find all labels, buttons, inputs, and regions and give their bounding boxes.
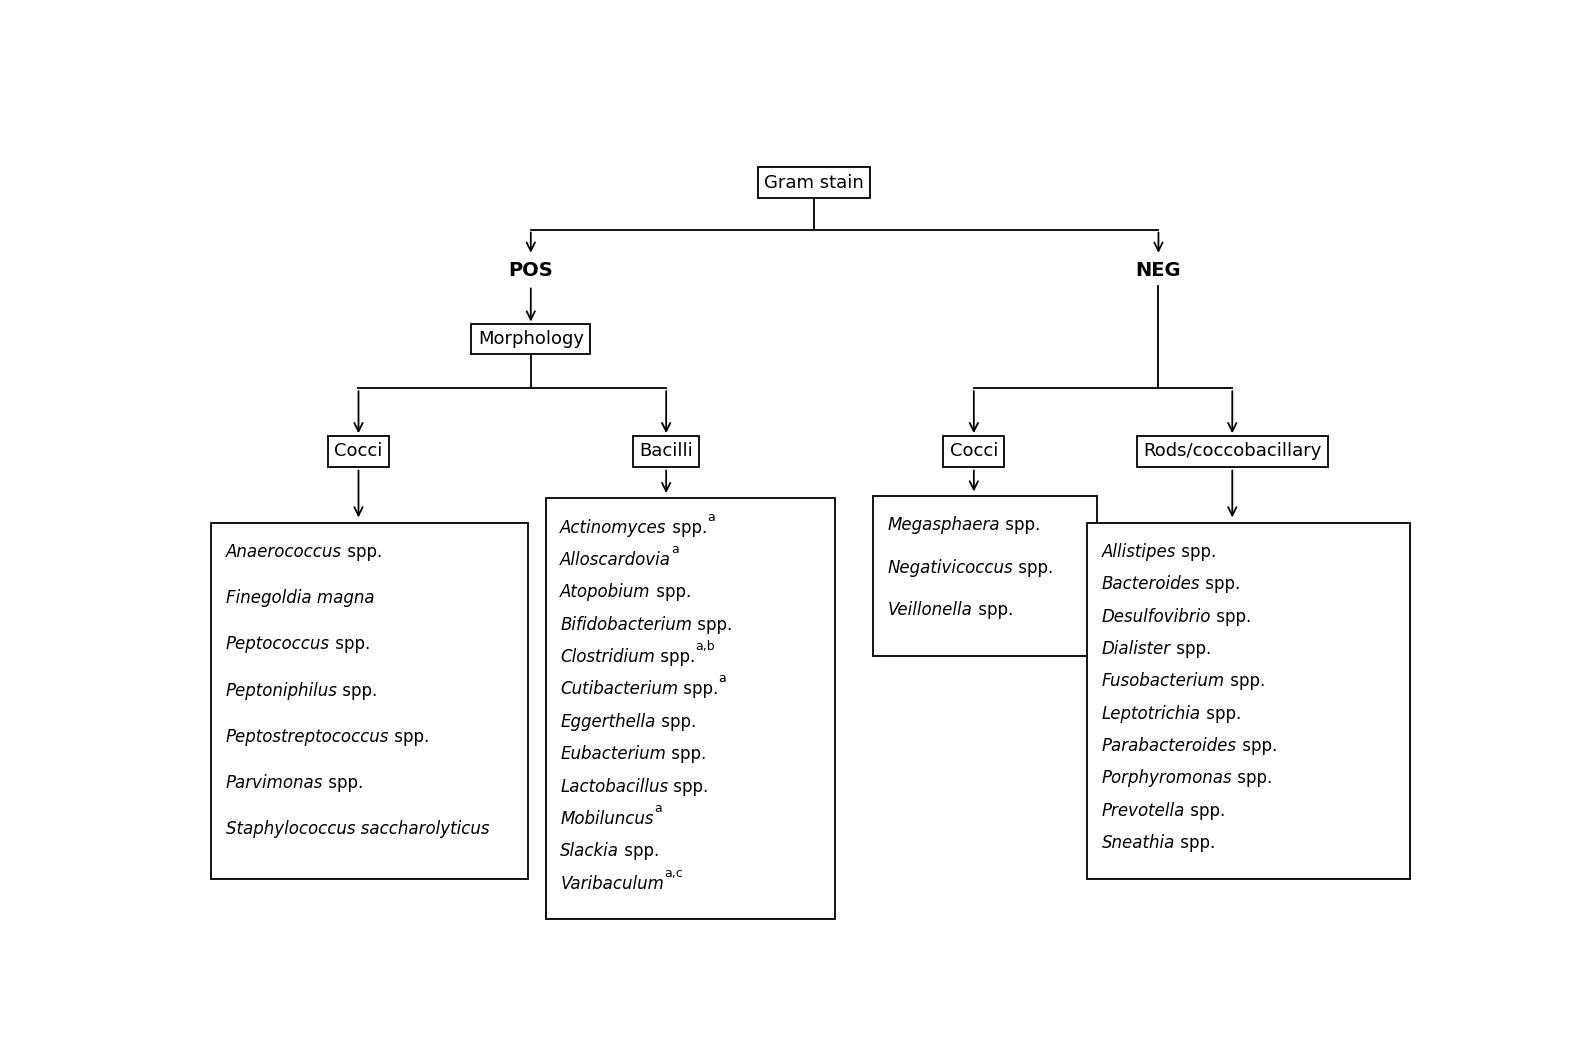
Text: Cocci: Cocci (335, 442, 383, 460)
Text: spp.: spp. (341, 543, 381, 561)
Text: Eubacterium: Eubacterium (561, 745, 667, 763)
Text: spp.: spp. (669, 778, 708, 796)
Text: Peptostreptococcus: Peptostreptococcus (225, 728, 389, 746)
Text: Rods/coccobacillary: Rods/coccobacillary (1143, 442, 1321, 460)
Text: a: a (719, 673, 726, 685)
Text: Mobiluncus: Mobiluncus (561, 810, 654, 828)
Text: spp.: spp. (1201, 705, 1242, 723)
Text: Morphology: Morphology (478, 330, 584, 348)
Text: spp.: spp. (389, 728, 429, 746)
Text: Parabacteroides: Parabacteroides (1102, 737, 1237, 755)
Text: Bifidobacterium: Bifidobacterium (561, 616, 692, 634)
Text: Veillonella: Veillonella (888, 601, 972, 619)
Text: spp.: spp. (656, 648, 696, 666)
Text: Cocci: Cocci (950, 442, 997, 460)
Text: Anaerococcus: Anaerococcus (225, 543, 341, 561)
Text: a: a (654, 802, 662, 815)
Text: Slackia: Slackia (561, 842, 619, 861)
Text: Bacteroides: Bacteroides (1102, 575, 1201, 593)
Text: Allistipes: Allistipes (1102, 543, 1177, 561)
Text: spp.: spp. (651, 583, 691, 601)
Text: Clostridium: Clostridium (561, 648, 656, 666)
Text: Fusobacterium: Fusobacterium (1102, 673, 1224, 691)
Text: Peptoniphilus: Peptoniphilus (225, 682, 338, 700)
Text: Bacilli: Bacilli (640, 442, 692, 460)
Text: a: a (672, 543, 680, 556)
Text: spp.: spp. (692, 616, 732, 634)
Text: Desulfovibrio: Desulfovibrio (1102, 607, 1212, 625)
Text: Gram stain: Gram stain (764, 173, 864, 191)
Text: spp.: spp. (667, 518, 707, 537)
FancyBboxPatch shape (1088, 522, 1410, 879)
Text: POS: POS (508, 261, 553, 280)
FancyBboxPatch shape (546, 498, 835, 920)
Text: spp.: spp. (1175, 834, 1215, 852)
Text: spp.: spp. (619, 842, 659, 861)
Text: spp.: spp. (1212, 607, 1251, 625)
Text: Parvimonas: Parvimonas (225, 775, 322, 792)
Text: spp.: spp. (667, 745, 707, 763)
FancyBboxPatch shape (211, 522, 529, 879)
Text: spp.: spp. (1013, 559, 1053, 577)
Text: spp.: spp. (1170, 640, 1212, 658)
Text: Eggerthella: Eggerthella (561, 713, 656, 730)
Text: a,b: a,b (696, 640, 715, 653)
Text: Dialister: Dialister (1102, 640, 1170, 658)
Text: Prevotella: Prevotella (1102, 802, 1185, 820)
Text: Porphyromonas: Porphyromonas (1102, 769, 1232, 787)
Text: spp.: spp. (1185, 802, 1226, 820)
Text: Negativicoccus: Negativicoccus (888, 559, 1013, 577)
Text: a,c: a,c (664, 867, 683, 880)
Text: Staphylococcus saccharolyticus: Staphylococcus saccharolyticus (225, 821, 489, 839)
Text: Leptotrichia: Leptotrichia (1102, 705, 1201, 723)
Text: a: a (707, 511, 715, 523)
Text: Cutibacterium: Cutibacterium (561, 680, 678, 699)
Text: spp.: spp. (678, 680, 719, 699)
Text: Finegoldia magna: Finegoldia magna (225, 590, 375, 607)
Text: Varibaculum: Varibaculum (561, 874, 664, 892)
Text: spp.: spp. (656, 713, 696, 730)
Text: spp.: spp. (1201, 575, 1240, 593)
Text: Lactobacillus: Lactobacillus (561, 778, 669, 796)
Text: spp.: spp. (322, 775, 364, 792)
Text: spp.: spp. (330, 636, 370, 654)
Text: Actinomyces: Actinomyces (561, 518, 667, 537)
FancyBboxPatch shape (873, 496, 1097, 656)
Text: spp.: spp. (338, 682, 378, 700)
Text: spp.: spp. (1224, 673, 1266, 691)
Text: Sneathia: Sneathia (1102, 834, 1175, 852)
Text: Atopobium: Atopobium (561, 583, 651, 601)
Text: Peptococcus: Peptococcus (225, 636, 330, 654)
Text: spp.: spp. (1232, 769, 1272, 787)
Text: spp.: spp. (1237, 737, 1277, 755)
Text: spp.: spp. (972, 601, 1013, 619)
Text: spp.: spp. (1000, 516, 1040, 534)
Text: Megasphaera: Megasphaera (888, 516, 1000, 534)
Text: Alloscardovia: Alloscardovia (561, 551, 672, 569)
Text: NEG: NEG (1135, 261, 1181, 280)
Text: spp.: spp. (1177, 543, 1216, 561)
